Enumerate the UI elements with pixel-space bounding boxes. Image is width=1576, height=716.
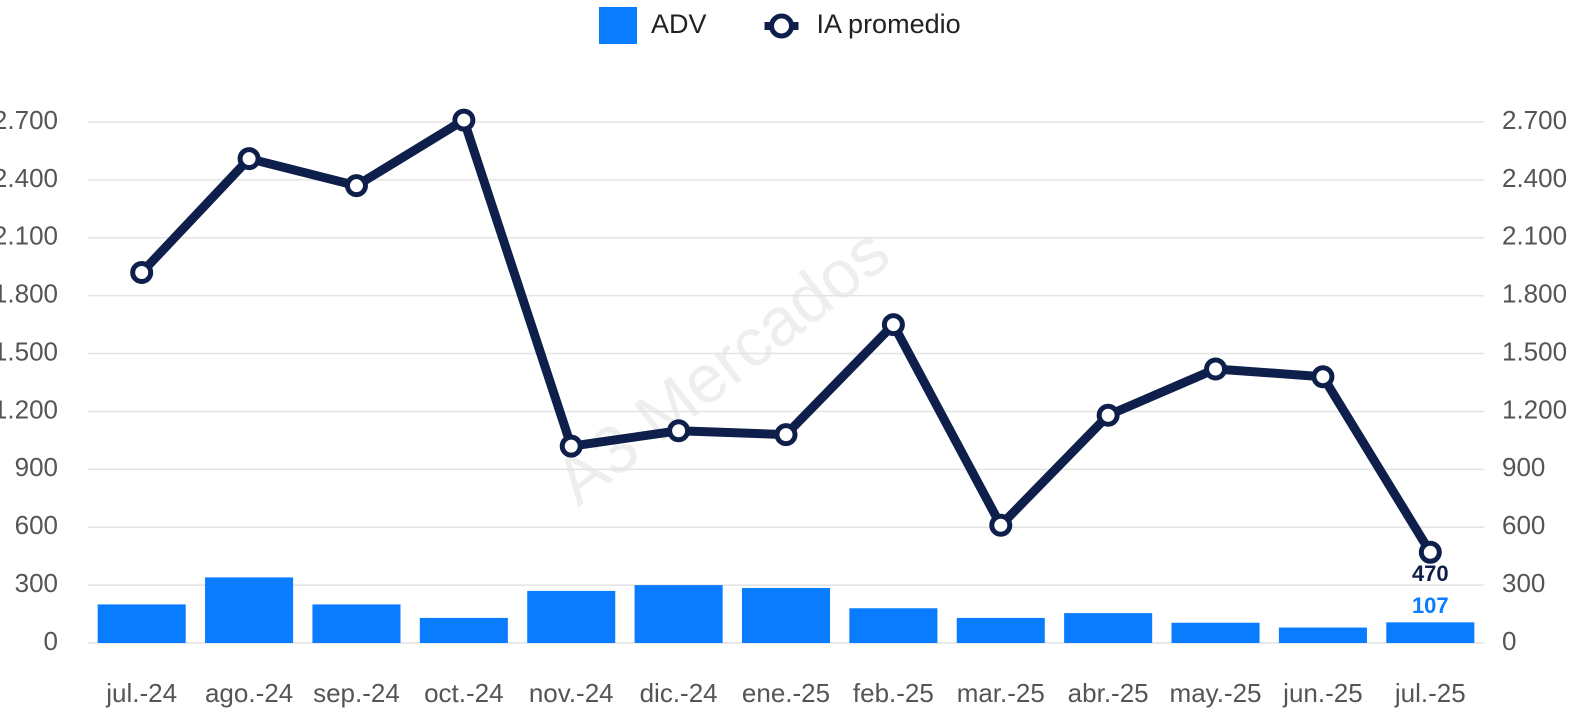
line-marker — [1418, 540, 1442, 564]
x-tick-label: sep.-24 — [313, 678, 400, 708]
bar — [634, 585, 723, 643]
y-tick-label: 2.400 — [0, 163, 58, 193]
y-tick-label: 1.800 — [0, 279, 58, 309]
legend-swatch — [769, 13, 795, 39]
y2-tick-label: 300 — [1502, 568, 1545, 598]
line-marker — [774, 423, 798, 447]
line-marker — [237, 147, 261, 171]
x-tick-label: ago.-24 — [205, 678, 293, 708]
bar — [849, 608, 938, 643]
x-tick-label: dic.-24 — [640, 678, 718, 708]
bar — [1171, 622, 1260, 643]
line-marker — [881, 313, 905, 337]
bar — [956, 617, 1045, 643]
legend-label: ADV — [651, 9, 707, 39]
bar — [97, 604, 186, 643]
x-tick-label: jul.-25 — [1394, 678, 1466, 708]
x-tick-label: feb.-25 — [853, 678, 934, 708]
y2-tick-label: 0 — [1502, 626, 1516, 656]
bar — [312, 604, 401, 643]
legend-label: IA promedio — [817, 9, 961, 39]
y2-tick-label: 900 — [1502, 452, 1545, 482]
y2-tick-label: 600 — [1502, 510, 1545, 540]
y2-tick-label: 1.500 — [1502, 336, 1567, 366]
line-marker — [559, 434, 583, 458]
y2-tick-label: 2.100 — [1502, 221, 1567, 251]
bar — [741, 588, 831, 643]
y-tick-label: 2.700 — [0, 105, 58, 135]
line-marker — [989, 513, 1013, 537]
y2-tick-label: 2.400 — [1502, 163, 1567, 193]
bar — [1386, 622, 1475, 643]
x-tick-label: jul.-24 — [105, 678, 177, 708]
bar — [527, 590, 616, 643]
y-tick-label: 600 — [15, 510, 58, 540]
line-marker — [344, 174, 368, 198]
data-label: 107 — [1412, 593, 1449, 618]
x-tick-label: nov.-24 — [529, 678, 614, 708]
x-tick-label: ene.-25 — [742, 678, 830, 708]
x-tick-label: abr.-25 — [1068, 678, 1149, 708]
line-marker — [1096, 403, 1120, 427]
y-tick-label: 900 — [15, 452, 58, 482]
bar — [419, 617, 508, 643]
line-marker — [1204, 357, 1228, 381]
y2-tick-label: 2.700 — [1502, 105, 1567, 135]
x-tick-label: oct.-24 — [424, 678, 504, 708]
bar — [205, 577, 294, 643]
y2-tick-label: 1.800 — [1502, 279, 1567, 309]
y2-tick-label: 1.200 — [1502, 394, 1567, 424]
bar — [1278, 627, 1367, 643]
y-tick-label: 1.200 — [0, 394, 58, 424]
x-tick-label: mar.-25 — [957, 678, 1045, 708]
y-tick-label: 0 — [44, 626, 58, 656]
y-tick-label: 300 — [15, 568, 58, 598]
y-tick-label: 1.500 — [0, 336, 58, 366]
y-tick-label: 2.100 — [0, 221, 58, 251]
line-marker — [130, 261, 154, 285]
legend-swatch — [599, 7, 637, 44]
line-marker — [1311, 365, 1335, 389]
line-marker — [667, 419, 691, 443]
x-tick-label: may.-25 — [1170, 678, 1262, 708]
line-marker — [452, 108, 476, 132]
x-tick-label: jun.-25 — [1282, 678, 1363, 708]
bar — [1064, 613, 1153, 643]
data-label: 470 — [1412, 561, 1449, 586]
